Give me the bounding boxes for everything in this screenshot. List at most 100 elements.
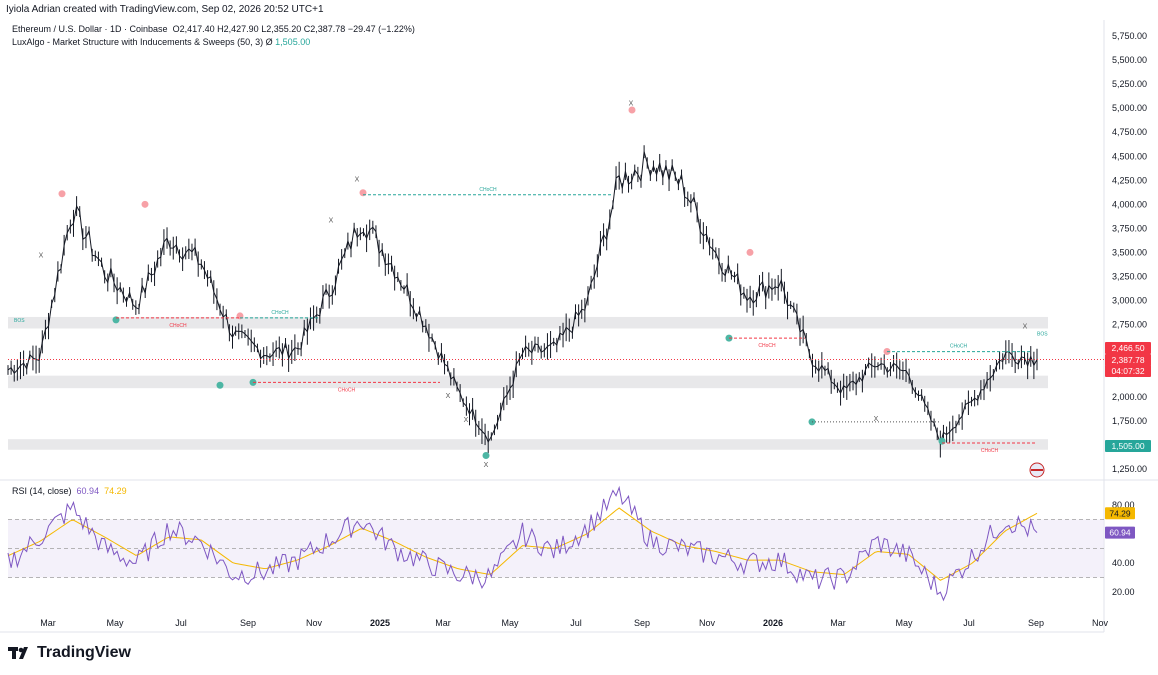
- time-tick-label: May: [501, 618, 519, 628]
- bos-label: BOS: [1037, 331, 1048, 337]
- price-line: [7, 151, 1038, 446]
- ohlc-open: O2,417.40: [172, 24, 215, 34]
- ohlc-high: H2,427.90: [217, 24, 259, 34]
- time-tick-label: Nov: [306, 618, 323, 628]
- rsi-pane: [7, 485, 1104, 602]
- price-tick-label: 3,500.00: [1112, 248, 1147, 258]
- price-tick-label: 4,750.00: [1112, 127, 1147, 137]
- choch-label: CHoCH: [981, 448, 999, 454]
- time-tick-label: Mar: [830, 618, 846, 628]
- time-tick-label: Sep: [1028, 618, 1044, 628]
- price-tick-label: 3,250.00: [1112, 272, 1147, 282]
- credit-line: Iyiola Adrian created with TradingView.c…: [6, 4, 324, 15]
- ohlc-close: C2,387.78: [303, 24, 346, 34]
- structure-zone: [8, 316, 1048, 329]
- rsi-line: [7, 485, 1038, 602]
- choch-label: CHoCH: [271, 310, 289, 316]
- axes: 5,750.00 5,500.00 5,250.00 5,000.00 4,750.00…: [40, 31, 1151, 628]
- time-tick-label: Jul: [570, 618, 582, 628]
- swing-high-marker: [58, 190, 66, 198]
- price-tick-label: 5,500.00: [1112, 55, 1147, 65]
- choch-label: CHoCH: [479, 187, 497, 193]
- swing-high-marker: [141, 200, 149, 208]
- sweep-x-marker: X: [329, 218, 334, 225]
- time-tick-label: Jul: [175, 618, 187, 628]
- swing-low-marker: [482, 452, 490, 460]
- choch-label: CHoCH: [950, 344, 968, 350]
- time-tick-label: 2025: [370, 618, 390, 628]
- tradingview-logo[interactable]: TradingView: [8, 644, 131, 662]
- sweep-x-marker: X: [874, 416, 879, 423]
- price-tick-label: 3,750.00: [1112, 223, 1147, 233]
- sweep-x-marker: X: [1023, 324, 1028, 331]
- rsi-price-label: 60.94: [1109, 528, 1131, 538]
- time-tick-label: May: [895, 618, 913, 628]
- price-tick-label: 4,000.00: [1112, 199, 1147, 209]
- price-tick-label: 3,000.00: [1112, 296, 1147, 306]
- rsi-ma-value: 74.29: [104, 486, 127, 496]
- time-tick-label: Nov: [1092, 618, 1109, 628]
- price-tick-label: 4,500.00: [1112, 151, 1147, 161]
- sweep-x-marker: X: [629, 100, 634, 107]
- time-tick-label: Mar: [435, 618, 451, 628]
- time-tick-label: Sep: [240, 618, 256, 628]
- tradingview-logo-icon: [8, 647, 28, 659]
- rsi-tick-label: 80.00: [1112, 500, 1135, 510]
- last-price-label: 2,387.78: [1111, 355, 1144, 365]
- rsi-ma-price-label: 74.29: [1109, 508, 1131, 518]
- time-tick-label: Mar: [40, 618, 56, 628]
- swing-low-marker: [216, 381, 224, 389]
- rsi-price-label-bg: [1105, 526, 1135, 539]
- last-price-label-bg: [1105, 354, 1151, 366]
- indicator-legend[interactable]: LuxAlgo - Market Structure with Induceme…: [12, 37, 310, 47]
- swing-high-marker: [628, 106, 636, 114]
- price-tick-label: 2,000.00: [1112, 392, 1147, 402]
- price-tick-label: 5,250.00: [1112, 79, 1147, 89]
- time-tick-label: Nov: [699, 618, 716, 628]
- countdown-label-bg: [1105, 365, 1151, 377]
- rsi-legend[interactable]: RSI (14, close) 60.94 74.29: [12, 486, 127, 496]
- rsi-ma-line: [7, 507, 1038, 581]
- swing-high-marker: [746, 248, 754, 256]
- ohlc-change: −29.47 (−1.22%): [347, 24, 415, 34]
- ohlc-low: L2,355.20: [261, 24, 302, 34]
- price-pane: CHoCH CHoCH CHoCH CHoCH CHoCH CHoCH CHoCH BOS BO…: [7, 100, 1104, 478]
- choch-label: CHoCH: [169, 323, 187, 329]
- price-tick-label: 4,250.00: [1112, 175, 1147, 185]
- level-price-label: 1,505.00: [1111, 441, 1144, 451]
- bos-label: BOS: [14, 318, 25, 324]
- symbol-legend[interactable]: Ethereum / U.S. Dollar · 1D · Coinbase O…: [12, 24, 415, 34]
- time-tick-label: May: [106, 618, 124, 628]
- structure-zone: [8, 375, 1048, 389]
- rsi-title: RSI (14, close): [12, 486, 72, 496]
- tradingview-brand-text: TradingView: [37, 644, 131, 661]
- sweep-x-marker: X: [355, 176, 360, 183]
- price-tick-label: 1,750.00: [1112, 416, 1147, 426]
- time-tick-label: 2026: [763, 618, 783, 628]
- high-price-label-bg: [1105, 342, 1151, 354]
- sweep-x-marker: X: [446, 393, 451, 400]
- indicator-value: 1,505.00: [275, 37, 311, 47]
- countdown-label: 04:07:32: [1111, 366, 1144, 376]
- price-tick-label: 5,750.00: [1112, 31, 1147, 41]
- price-tick-label: 1,250.00: [1112, 464, 1147, 474]
- level-price-label-bg: [1105, 440, 1151, 452]
- symbol-title: Ethereum / U.S. Dollar · 1D · Coinbase: [12, 24, 168, 34]
- choch-label: CHoCH: [338, 387, 356, 393]
- price-tick-label: 2,750.00: [1112, 320, 1147, 330]
- sweep-x-marker: X: [464, 417, 469, 424]
- choch-label: CHoCH: [758, 343, 776, 349]
- swing-low-marker: [938, 437, 946, 445]
- indicator-symbol: Ø: [265, 37, 273, 47]
- sweep-x-marker: X: [39, 252, 44, 259]
- rsi-value: 60.94: [76, 486, 100, 496]
- rsi-tick-label: 20.00: [1112, 587, 1135, 597]
- sweep-x-marker: X: [484, 462, 489, 469]
- time-tick-label: Jul: [963, 618, 975, 628]
- structure-zone: [8, 439, 1048, 450]
- rsi-ma-price-label-bg: [1105, 507, 1135, 520]
- price-tick-label: 5,000.00: [1112, 103, 1147, 113]
- rsi-tick-label: 40.00: [1112, 558, 1135, 568]
- high-price-label: 2,466.50: [1111, 343, 1144, 353]
